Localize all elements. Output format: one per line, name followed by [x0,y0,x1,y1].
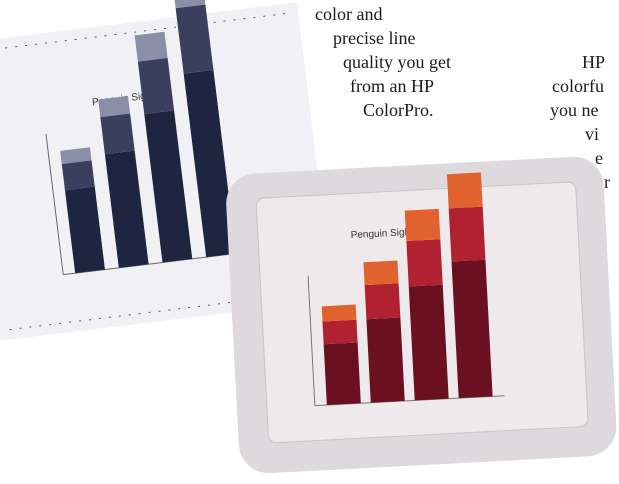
bar-segment [61,160,95,191]
body-text: from an HP [350,76,434,96]
bar-segment [98,96,131,118]
bar-segment [323,342,361,406]
body-text: precise line [333,28,415,48]
axis [45,133,64,275]
body-text: colorfu [552,76,604,96]
bar-segment [451,259,493,399]
body-text: HP [582,52,605,72]
transparency-figure: Penguin Sightings [226,156,617,474]
bar-segment [364,283,401,320]
bar-segment [183,70,236,258]
bar-segment [322,319,358,345]
body-text: r [604,172,610,192]
bar-segment [144,110,193,263]
body-text: vi [585,124,599,144]
bar-segment [64,186,105,274]
bar-segment [363,260,399,286]
bar-segment [408,284,449,401]
bar-segment [404,208,441,242]
axis [307,275,316,406]
bar-segment [366,317,405,403]
body-text: you ne [550,100,599,120]
bar-segment [175,4,214,74]
bar-segment [134,31,168,62]
bar-segment [406,239,443,287]
bar-segment [100,113,135,155]
bar-segment [137,57,175,114]
body-text: e [595,148,603,168]
body-text: quality you get [343,52,451,72]
bar-segment [446,172,483,209]
bar-segment [104,150,149,268]
bar-segment [321,304,357,322]
bar-segment [60,147,92,165]
body-text: ColorPro. [363,100,434,120]
bar-segment [448,206,486,262]
body-text: color and [315,4,382,24]
